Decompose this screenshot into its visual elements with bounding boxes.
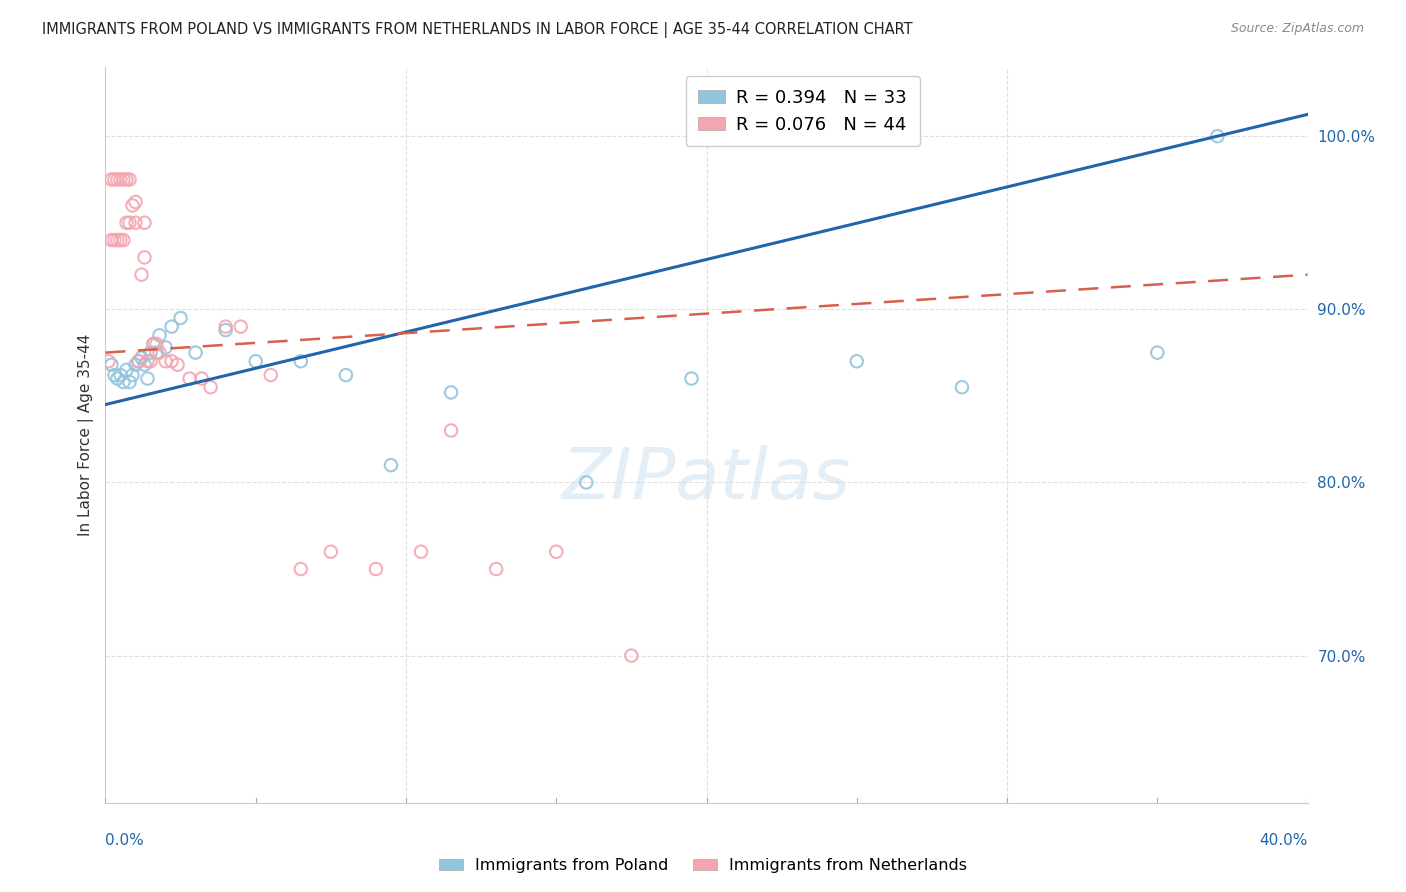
Point [100, 358, 122, 372]
Point [179, 371, 201, 385]
Point [681, 371, 703, 385]
Point [115, 172, 138, 186]
Point [103, 368, 125, 383]
Point [112, 233, 135, 247]
Point [107, 371, 129, 385]
Point [166, 358, 188, 372]
Point [245, 354, 267, 368]
Point [620, 648, 643, 663]
Point [103, 172, 125, 186]
Point [100, 233, 122, 247]
Point [139, 354, 162, 368]
Point [118, 172, 141, 186]
Point [103, 233, 125, 247]
Point [110, 233, 132, 247]
Point [107, 233, 129, 247]
Point [485, 562, 508, 576]
Point [124, 358, 146, 372]
Point [190, 371, 212, 385]
Point [380, 458, 402, 472]
Point [145, 337, 167, 351]
Y-axis label: In Labor Force | Age 35-44: In Labor Force | Age 35-44 [79, 334, 94, 536]
Point [145, 345, 167, 359]
Point [134, 358, 156, 372]
Point [118, 375, 141, 389]
Point [97, 354, 120, 368]
Text: IMMIGRANTS FROM POLAND VS IMMIGRANTS FROM NETHERLANDS IN LABOR FORCE | AGE 35-44: IMMIGRANTS FROM POLAND VS IMMIGRANTS FRO… [42, 22, 912, 38]
Point [950, 380, 973, 394]
Legend: Immigrants from Poland, Immigrants from Netherlands: Immigrants from Poland, Immigrants from … [432, 852, 974, 880]
Point [118, 216, 141, 230]
Point [364, 562, 387, 576]
Point [128, 354, 150, 368]
Point [290, 354, 312, 368]
Point [134, 216, 156, 230]
Point [260, 368, 283, 383]
Point [115, 363, 138, 377]
Point [115, 216, 138, 230]
Text: 0.0%: 0.0% [105, 833, 145, 847]
Point [440, 424, 463, 438]
Point [214, 323, 236, 337]
Point [110, 368, 132, 383]
Point [112, 375, 135, 389]
Legend: R = 0.394   N = 33, R = 0.076   N = 44: R = 0.394 N = 33, R = 0.076 N = 44 [686, 76, 920, 146]
Point [136, 371, 159, 385]
Point [124, 194, 146, 209]
Point [169, 310, 191, 325]
Point [155, 340, 177, 354]
Point [155, 354, 177, 368]
Text: 40.0%: 40.0% [1260, 833, 1308, 847]
Point [148, 328, 170, 343]
Point [184, 345, 207, 359]
Point [142, 337, 165, 351]
Point [575, 475, 598, 490]
Point [845, 354, 868, 368]
Point [110, 172, 132, 186]
Point [134, 251, 156, 265]
Point [131, 268, 153, 282]
Point [335, 368, 357, 383]
Point [124, 216, 146, 230]
Point [160, 319, 183, 334]
Text: ZIPatlas: ZIPatlas [562, 444, 851, 514]
Point [1146, 345, 1168, 359]
Point [290, 562, 312, 576]
Point [121, 368, 143, 383]
Point [440, 385, 463, 400]
Point [148, 345, 170, 359]
Point [214, 319, 236, 334]
Text: Source: ZipAtlas.com: Source: ZipAtlas.com [1230, 22, 1364, 36]
Point [200, 380, 222, 394]
Point [128, 354, 150, 368]
Point [160, 354, 183, 368]
Point [546, 545, 568, 559]
Point [100, 172, 122, 186]
Point [229, 319, 252, 334]
Point [136, 354, 159, 368]
Point [409, 545, 432, 559]
Point [107, 172, 129, 186]
Point [112, 172, 135, 186]
Point [142, 337, 165, 351]
Point [319, 545, 342, 559]
Point [139, 345, 162, 359]
Point [1206, 129, 1229, 144]
Point [121, 198, 143, 212]
Point [131, 351, 153, 365]
